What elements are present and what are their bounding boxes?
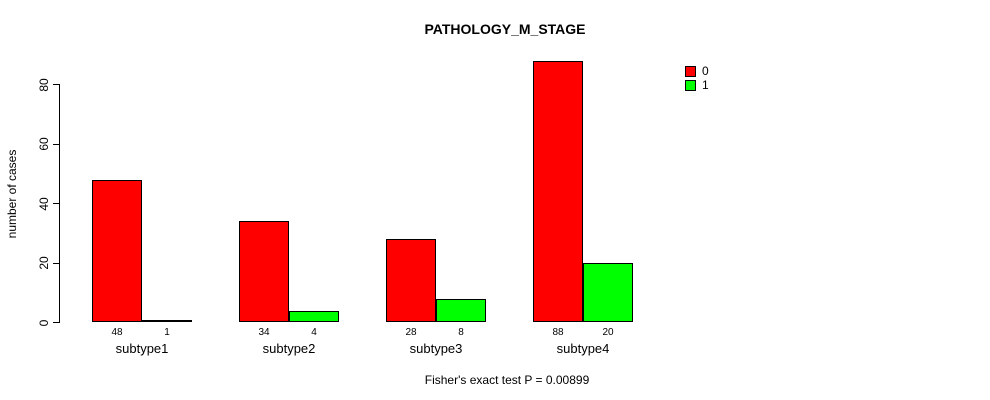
bar-count-label: 48	[111, 327, 123, 338]
footer-note: Fisher's exact test P = 0.00899	[424, 373, 590, 387]
legend-entry-1: 1	[685, 79, 709, 91]
legend-swatch-icon	[685, 65, 696, 77]
bar-0-subtype3	[386, 239, 436, 323]
bar-count-label: 20	[602, 327, 614, 338]
legend-label: 1	[702, 78, 709, 92]
y-tick-label: 0	[37, 319, 51, 326]
y-tick	[53, 203, 60, 205]
bar-1-subtype4	[583, 263, 633, 323]
bar-count-label: 28	[405, 327, 417, 338]
bar-0-subtype4	[533, 61, 583, 323]
bar-1-subtype3	[436, 298, 486, 323]
bar-count-label: 88	[552, 327, 564, 338]
bar-count-label: 4	[311, 327, 317, 338]
chart-title: PATHOLOGY_M_STAGE	[424, 21, 586, 37]
bar-count-label: 34	[258, 327, 270, 338]
y-tick-label: 60	[37, 137, 51, 151]
legend-entry-0: 0	[685, 65, 709, 77]
bar-0-subtype1	[92, 179, 142, 323]
y-axis-label: number of cases	[5, 149, 19, 239]
y-tick	[53, 262, 60, 264]
legend-label: 0	[702, 64, 709, 78]
bar-count-label: 8	[458, 327, 464, 338]
y-tick-label: 20	[37, 256, 51, 270]
y-tick-label: 80	[37, 78, 51, 92]
bar-count-label: 1	[164, 327, 170, 338]
legend-swatch-icon	[685, 79, 696, 91]
bar-1-subtype1	[142, 319, 192, 323]
bar-1-subtype2	[289, 310, 339, 323]
category-label: subtype1	[115, 341, 169, 356]
y-tick	[53, 322, 60, 323]
y-tick-label: 40	[37, 196, 51, 211]
y-tick	[53, 84, 60, 86]
category-label: subtype4	[556, 341, 610, 356]
y-tick	[53, 143, 60, 145]
category-label: subtype3	[409, 341, 463, 356]
bar-0-subtype2	[239, 221, 289, 323]
category-label: subtype2	[262, 341, 316, 356]
